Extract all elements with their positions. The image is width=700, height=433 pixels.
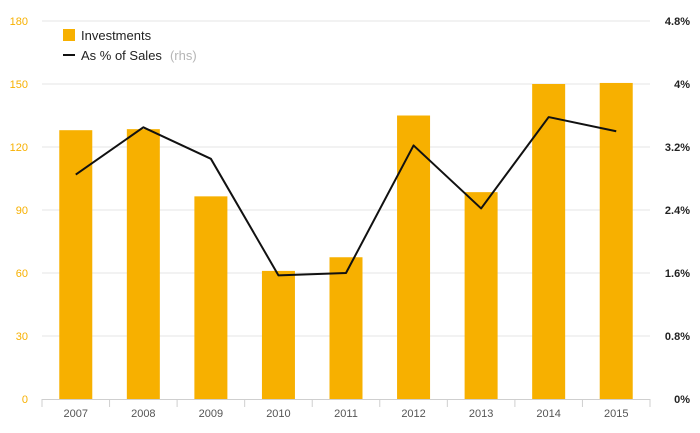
- x-tick-label: 2014: [536, 408, 560, 420]
- y-right-tick-label: 1.6%: [665, 268, 690, 280]
- bar: [329, 257, 363, 399]
- x-tick-label: 2009: [199, 408, 223, 420]
- y-left-tick-label: 60: [16, 268, 28, 280]
- y-right-tick-label: 0.8%: [665, 331, 690, 343]
- y-right-tick-label: 0%: [674, 394, 690, 406]
- y-left-tick-label: 30: [16, 331, 28, 343]
- y-right-tick-label: 3.2%: [665, 142, 690, 154]
- x-tick-label: 2008: [131, 408, 155, 420]
- legend-label-investments: Investments: [81, 28, 152, 43]
- bar: [194, 196, 228, 399]
- y-left-tick-label: 0: [22, 394, 28, 406]
- y-left-tick-label: 90: [16, 205, 28, 217]
- legend-label-sales-pct: As % of Sales: [81, 48, 162, 63]
- x-tick-label: 2012: [401, 408, 425, 420]
- y-right-tick-label: 4%: [674, 79, 690, 91]
- bar: [126, 129, 160, 399]
- y-left-tick-label: 180: [10, 16, 28, 28]
- bar: [599, 82, 633, 399]
- y-right-tick-label: 4.8%: [665, 16, 690, 28]
- x-tick-label: 2015: [604, 408, 628, 420]
- bar: [464, 192, 498, 399]
- y-right-tick-label: 2.4%: [665, 205, 690, 217]
- x-tick-label: 2007: [64, 408, 88, 420]
- legend-swatch-investments: [63, 29, 75, 41]
- y-left-tick-label: 150: [10, 79, 28, 91]
- x-tick-label: 2010: [266, 408, 290, 420]
- line-series: [75, 116, 617, 277]
- x-tick-label: 2013: [469, 408, 493, 420]
- y-axes: 0 30 60 90 120 150 180 0% 0.8% 1.6% 2.4% 3.2% 4% 4.8%: [10, 16, 691, 406]
- bar: [532, 84, 566, 399]
- legend: Investments As % of Sales (rhs): [63, 28, 197, 64]
- legend-label-sales-pct-group: As % of Sales (rhs): [81, 47, 197, 64]
- x-axis: 2007 2008 2009 2010 2011 2012 2013 2014 2015: [41, 399, 651, 420]
- y-left-tick-label: 120: [10, 142, 28, 154]
- bar-series: [59, 82, 633, 399]
- bar: [59, 130, 93, 399]
- bar: [397, 115, 431, 399]
- bar: [261, 270, 295, 399]
- legend-label-rhs-note: (rhs): [170, 48, 197, 63]
- x-tick-label: 2011: [334, 408, 358, 420]
